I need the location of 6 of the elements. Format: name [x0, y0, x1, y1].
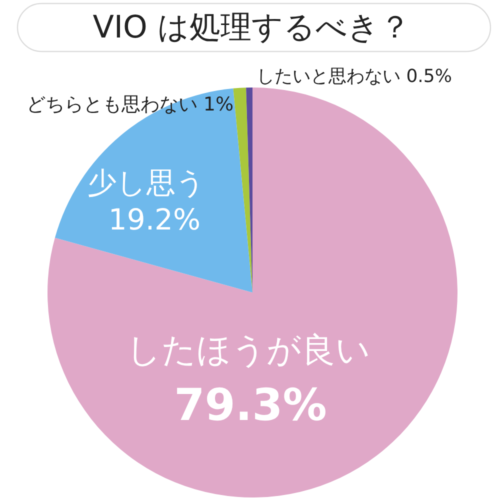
slice-label: したいと思わない 0.5%	[256, 66, 452, 87]
data-label: 19.2%	[108, 202, 201, 236]
chart-title: VIO は処理するべき？	[92, 10, 410, 46]
data-label: 79.3%	[174, 380, 327, 431]
slice-label: したほうが良い	[126, 330, 370, 370]
slice-label: 少し思う	[88, 166, 206, 200]
